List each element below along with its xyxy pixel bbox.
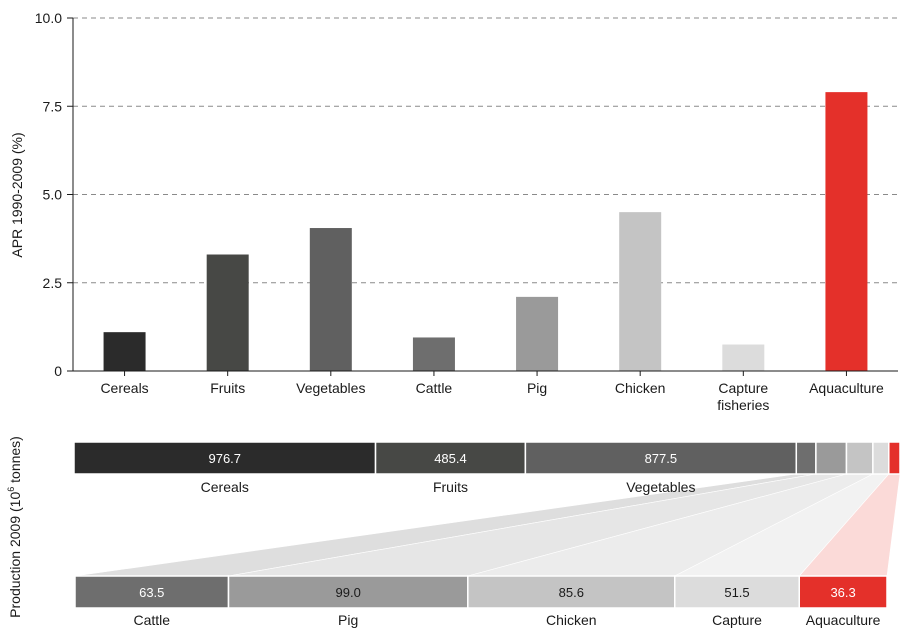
category-label-fruits: Fruits xyxy=(210,380,245,396)
bottom-segment-aquaculture xyxy=(798,575,888,609)
bottom-value-capture: 51.5 xyxy=(724,585,749,600)
top-segment-cattle xyxy=(795,441,817,475)
bar-fruits xyxy=(206,254,249,371)
bottom-segment-pig xyxy=(227,575,469,609)
category-label-chicken: Chicken xyxy=(615,380,666,396)
category-label-pig: Pig xyxy=(527,380,547,396)
y-axis-title: APR 1990-2009 (%) xyxy=(9,132,25,257)
bottom-value-aquaculture: 36.3 xyxy=(830,585,855,600)
top-value-fruits: 485.4 xyxy=(434,451,467,466)
bar-pig xyxy=(516,296,559,371)
bottom-label-cattle: Cattle xyxy=(133,612,170,628)
category-label-aquaculture: Aquaculture xyxy=(809,380,884,396)
category-label-capture-fisheries: Capture fisheries xyxy=(717,380,769,413)
top-segment-fruits xyxy=(374,441,527,475)
bottom-label-chicken: Chicken xyxy=(546,612,597,628)
bottom-label-pig: Pig xyxy=(338,612,358,628)
category-label-cattle: Cattle xyxy=(416,380,453,396)
top-segment-pig xyxy=(815,441,848,475)
y-tick-label: 10.0 xyxy=(35,10,62,26)
bar-cattle xyxy=(412,337,455,371)
top-value-vegetables: 877.5 xyxy=(645,451,678,466)
y-tick-label: 7.5 xyxy=(43,98,63,114)
bar-chicken xyxy=(619,212,662,371)
production-stacked-chart: 976.7 Cereals 485.4 Fruits 877.5 Vegetables 6… xyxy=(6,436,901,628)
bar-vegetables xyxy=(309,228,352,371)
category-label-cereals: Cereals xyxy=(100,380,148,396)
bar-aquaculture xyxy=(825,92,868,371)
gridlines xyxy=(73,17,898,284)
bottom-label-capture: Capture xyxy=(712,612,762,628)
bar-capture-fisheries xyxy=(722,344,765,371)
category-labels: Cereals Fruits Vegetables Cattle Pig Chicken C… xyxy=(100,371,884,413)
bottom-segment-cattle xyxy=(74,575,230,609)
top-segment-cereals xyxy=(73,441,377,475)
y-axis-ticks: 0 2.5 5.0 7.5 10.0 xyxy=(35,10,73,379)
top-segment-capture xyxy=(872,441,890,475)
bars xyxy=(103,92,868,371)
top-label-vegetables: Vegetables xyxy=(626,479,695,495)
y-tick-label: 0 xyxy=(54,363,62,379)
y-tick-label: 5.0 xyxy=(43,187,63,203)
production-axis-title: Production 2009 (106 tonnes) xyxy=(6,436,23,618)
bottom-segment-capture xyxy=(674,575,800,609)
top-stacked-bar: 976.7 Cereals 485.4 Fruits 877.5 Vegetables xyxy=(73,441,901,495)
bottom-value-cattle: 63.5 xyxy=(139,585,164,600)
bottom-stacked-bar: 63.5 Cattle 99.0 Pig 85.6 Chicken 51.5 Capture 3… xyxy=(74,575,888,628)
apr-bar-chart: 0 2.5 5.0 7.5 10.0 Cereals Fruits Vegetables Ca… xyxy=(9,10,898,413)
y-tick-label: 2.5 xyxy=(43,275,63,291)
bottom-segment-chicken xyxy=(467,575,676,609)
bar-cereals xyxy=(103,332,146,371)
bottom-value-pig: 99.0 xyxy=(336,585,361,600)
bottom-label-aquaculture: Aquaculture xyxy=(806,612,881,628)
top-label-fruits: Fruits xyxy=(433,479,468,495)
top-segment-aquaculture xyxy=(888,441,901,475)
category-label-vegetables: Vegetables xyxy=(296,380,365,396)
top-segment-chicken xyxy=(845,441,874,475)
bottom-value-chicken: 85.6 xyxy=(559,585,584,600)
zoom-connectors xyxy=(74,473,901,577)
top-value-cereals: 976.7 xyxy=(208,451,241,466)
top-label-cereals: Cereals xyxy=(201,479,249,495)
